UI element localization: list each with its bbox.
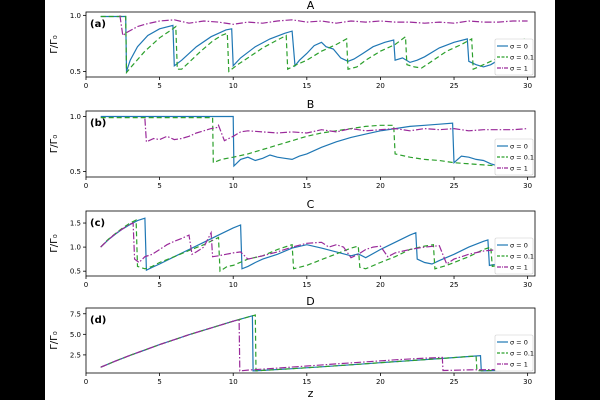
legend-entry: σ = 0 [510,42,528,50]
legend-entry: σ = 0 [510,142,528,150]
series-line-0 [100,115,528,170]
legend: σ = 0 σ = 0.1 σ = 1 [494,38,534,76]
series-line-2 [100,222,528,270]
y-tick-label: 1.0 [70,12,81,20]
series-line-2 [100,318,528,372]
legend-entry: σ = 0 [510,241,528,249]
legend-entry: σ = 0 [510,338,528,346]
panel-label: (c) [90,218,105,229]
x-tick-label: 20 [376,281,385,289]
y-tick-label: 2.5 [70,351,81,359]
legend: σ = 0 σ = 0.1 σ = 1 [494,138,534,176]
series-line-1 [100,314,528,372]
panel-title: B [307,98,315,111]
panel-title: D [306,295,314,308]
panel-d: D 0 5 10 15 20 25 30 2.5 5.0 7.5 Γ/Γ₀ (d) σ = 0 σ = 0.… [49,295,536,400]
x-tick-label: 10 [229,378,238,386]
panel-label: (d) [90,315,106,326]
y-tick-label: 7.5 [70,310,81,318]
y-axis-label: Γ/Γ₀ [49,234,60,253]
legend-entry: σ = 1 [510,164,528,172]
x-tick-label: 15 [302,82,311,90]
y-axis-label: Γ/Γ₀ [49,331,60,350]
x-tick-label: 30 [523,182,532,190]
panel-title: C [307,198,315,211]
x-tick-label: 5 [157,281,161,289]
legend-entry: σ = 1 [510,64,528,72]
legend-entry: σ = 0.1 [510,349,534,357]
x-tick-label: 0 [84,378,88,386]
y-axis-label: Γ/Γ₀ [49,135,60,154]
x-tick-label: 20 [376,378,385,386]
legend: σ = 0 σ = 0.1 σ = 1 [494,237,534,275]
x-tick-label: 5 [157,378,161,386]
x-tick-label: 20 [376,182,385,190]
series-line-1 [100,219,528,273]
x-tick-label: 25 [450,281,459,289]
x-tick-label: 15 [302,378,311,386]
x-tick-label: 15 [302,182,311,190]
x-tick-label: 30 [523,378,532,386]
series-line-2 [119,15,528,37]
panel-c: C 0 5 10 15 20 25 30 0.5 1.0 1.5 Γ/Γ₀ (c) σ = 0 σ = 0.… [49,198,536,289]
legend-entry: σ = 1 [510,360,528,368]
legend-frame [494,38,534,76]
panel-title: A [307,0,315,12]
x-tick-label: 10 [229,82,238,90]
y-tick-label: 0.5 [70,168,81,176]
y-tick-label: 0.5 [70,268,81,276]
x-tick-label: 10 [229,182,238,190]
axes-frame [85,110,536,178]
panel-label: (a) [90,19,106,30]
figure-canvas [45,0,555,400]
x-axis-label: z [308,387,314,400]
panel-a: A0 5 10 15 20 25 300.51.0Γ/Γ₀(a)σ = 0σ = 0.1σ … [49,0,536,90]
legend-frame [494,237,534,275]
series-line-1 [100,117,528,168]
legend-entry: σ = 0.1 [510,153,534,161]
x-tick-label: 20 [376,82,385,90]
x-tick-label: 10 [229,281,238,289]
axes-frame [85,210,536,277]
axes-frame [85,11,536,78]
series-line-2 [144,118,528,143]
x-tick-label: 0 [84,281,88,289]
y-tick-label: 0.5 [70,68,81,76]
y-tick-label: 1.0 [70,244,81,252]
legend-entry: σ = 0.1 [510,53,534,61]
legend-frame [494,138,534,176]
x-tick-label: 5 [157,182,161,190]
panel-b: B0 5 10 15 20 25 300.51.0Γ/Γ₀(b)σ = 0σ = 0.1σ … [49,98,536,190]
x-tick-label: 25 [450,378,459,386]
legend-frame [494,334,534,372]
legend-entry: σ = 1 [510,263,528,271]
y-axis-label: Γ/Γ₀ [49,35,60,54]
x-tick-label: 30 [523,82,532,90]
series-line-1 [100,15,526,75]
x-tick-label: 0 [84,82,88,90]
series-line-0 [100,217,528,272]
x-tick-label: 0 [84,182,88,190]
y-tick-label: 5.0 [70,331,81,339]
axes-frame [85,307,536,374]
x-tick-label: 5 [157,82,161,90]
panel-label: (b) [90,118,106,129]
y-tick-label: 1.5 [70,220,81,228]
series-line-0 [100,15,528,72]
legend-entry: σ = 0.1 [510,252,534,260]
legend: σ = 0 σ = 0.1 σ = 1 [494,334,534,372]
x-tick-label: 15 [302,281,311,289]
x-tick-label: 30 [523,281,532,289]
y-tick-label: 1.0 [70,113,81,121]
x-tick-label: 25 [450,182,459,190]
x-tick-label: 25 [450,82,459,90]
